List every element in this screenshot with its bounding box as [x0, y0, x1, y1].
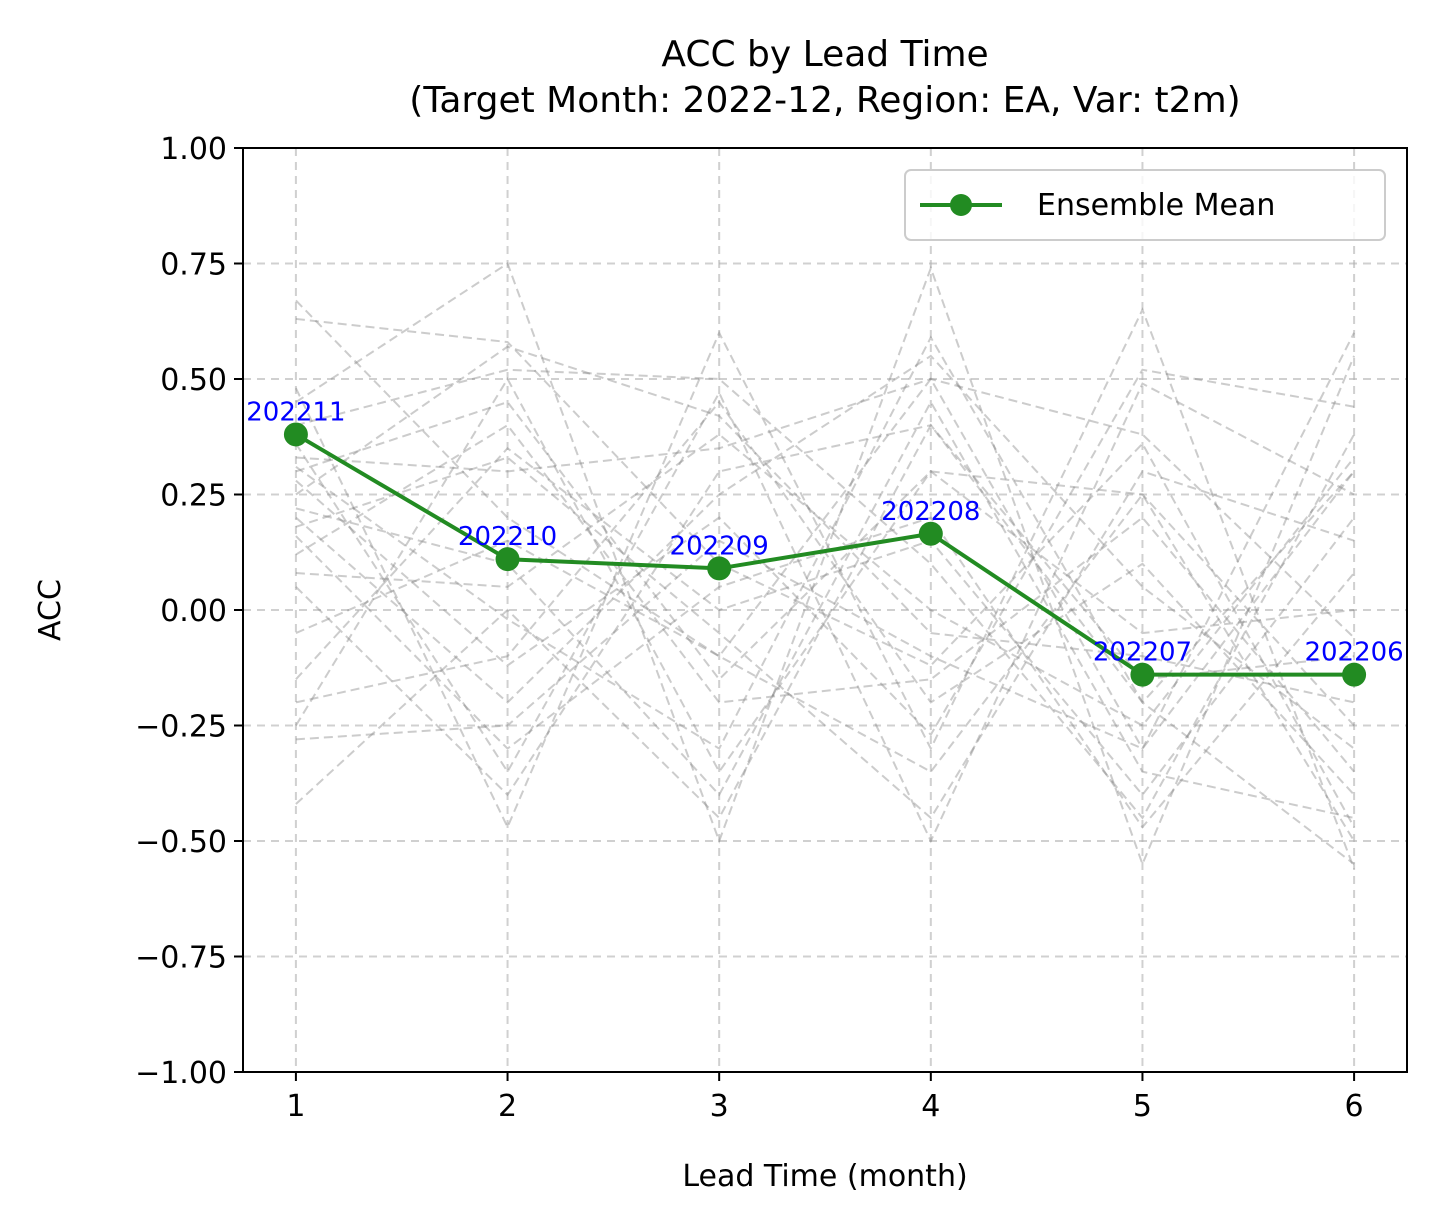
y-tick-label-2: −0.50: [135, 825, 227, 860]
member-line-1: [295, 317, 1355, 828]
point-labels: 202211 202210 202209 202208 202207 202206: [246, 397, 1403, 667]
y-axis-ticks: −1.00 −0.75 −0.50 −0.25 0.00 0.25 0.50 0.75 1.00: [135, 132, 243, 1091]
member-line-13: [295, 456, 1355, 820]
point-label-4: 202208: [881, 497, 980, 527]
point-label-2: 202210: [458, 522, 557, 552]
chart-subtitle: (Target Month: 2022-12, Region: EA, Var:…: [409, 80, 1240, 121]
member-line-6: [295, 377, 1355, 639]
member-line-2: [295, 307, 1356, 870]
member-line-21: [295, 376, 1355, 774]
y-tick-label-3: −0.25: [135, 710, 227, 745]
member-line-10: [295, 345, 1355, 704]
x-tick-label-5: 6: [1345, 1089, 1364, 1124]
member-line-11: [295, 400, 1355, 819]
legend-marker-swatch: [950, 194, 972, 216]
point-label-3: 202209: [670, 531, 769, 561]
point-label-6: 202206: [1304, 638, 1403, 668]
legend: Ensemble Mean: [904, 169, 1386, 241]
x-tick-label-0: 1: [286, 1089, 305, 1124]
ensemble-mean-series: [283, 422, 1367, 687]
member-line-7: [295, 335, 1355, 751]
x-axis-label: Lead Time (month): [682, 1159, 967, 1194]
member-line-12: [295, 354, 1355, 750]
legend-box: [904, 169, 1386, 241]
member-line-16: [295, 433, 1355, 727]
member-line-0: [295, 299, 1355, 751]
member-line-5: [295, 382, 1355, 844]
ensemble-mean-point-4: [918, 521, 943, 546]
member-line-8: [295, 400, 1355, 727]
y-tick-label-1: −0.75: [135, 941, 227, 976]
y-tick-label-7: 0.75: [160, 248, 227, 283]
ensemble-mean-point-1: [283, 422, 308, 447]
ensemble-mean-line: [294, 432, 1355, 677]
y-tick-label-4: 0.00: [160, 594, 227, 629]
ensemble-mean-point-3: [707, 556, 732, 581]
point-label-1: 202211: [246, 397, 345, 427]
chart-title: ACC by Lead Time: [661, 34, 988, 75]
grid-lines: [243, 147, 1407, 1073]
x-tick-label-1: 2: [498, 1089, 517, 1124]
ensemble-mean-point-6: [1342, 662, 1367, 687]
ensemble-mean-point-2: [495, 547, 520, 572]
y-axis-label: ACC: [33, 579, 68, 641]
x-tick-label-3: 4: [921, 1089, 940, 1124]
member-line-4: [295, 368, 1355, 820]
y-tick-label-8: 1.00: [160, 132, 227, 167]
y-tick-label-0: −1.00: [135, 1056, 227, 1091]
x-tick-label-4: 5: [1133, 1089, 1152, 1124]
legend-label: Ensemble Mean: [1037, 188, 1275, 223]
point-label-5: 202207: [1093, 638, 1192, 668]
member-line-19: [295, 446, 1355, 797]
member-line-18: [295, 492, 1355, 842]
y-tick-label-6: 0.50: [160, 363, 227, 398]
x-axis-ticks: 1 2 3 4 5 6: [286, 1072, 1364, 1124]
member-line-22: [295, 470, 1355, 750]
member-line-9: [295, 368, 1355, 737]
x-tick-label-2: 3: [710, 1089, 729, 1124]
ensemble-mean-point-5: [1130, 662, 1155, 687]
member-line-23: [295, 423, 1355, 865]
y-tick-label-5: 0.25: [160, 479, 227, 514]
member-line-3: [295, 261, 1356, 867]
member-line-15: [295, 423, 1355, 773]
